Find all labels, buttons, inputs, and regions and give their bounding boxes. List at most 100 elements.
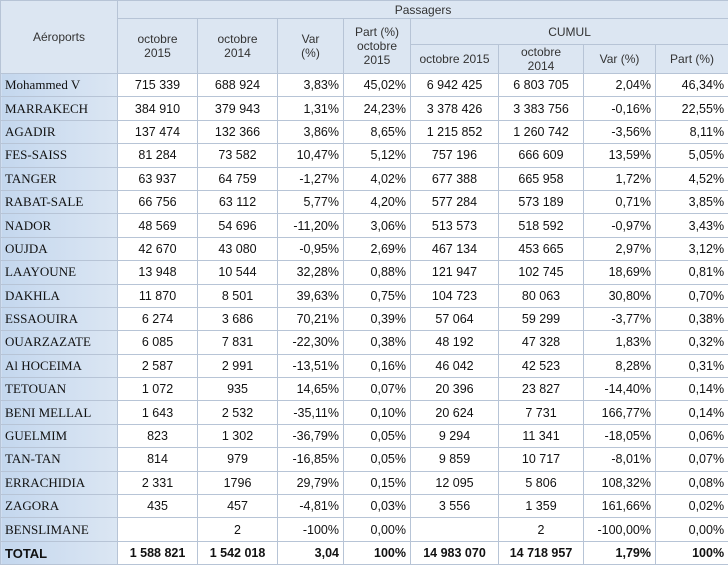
airport-name: FES-SAISS [1, 144, 118, 167]
column-header: octobre 2015 [118, 19, 198, 74]
airport-name: ESSAOUIRA [1, 307, 118, 330]
cell: 4,52% [656, 167, 728, 190]
cell: 5 806 [499, 471, 584, 494]
cell: 1 542 018 [198, 541, 278, 564]
cell: 379 943 [198, 97, 278, 120]
cell: 8,28% [584, 354, 656, 377]
cell: 7 731 [499, 401, 584, 424]
airport-name: LAAYOUNE [1, 261, 118, 284]
column-header: Part (%) octobre 2015 [344, 19, 411, 74]
cell: 8,65% [344, 120, 411, 143]
cell: 6 274 [118, 307, 198, 330]
cell: 0,08% [656, 471, 728, 494]
cell: 573 189 [499, 190, 584, 213]
cell: 1,72% [584, 167, 656, 190]
cell: -11,20% [278, 214, 344, 237]
cell: 81 284 [118, 144, 198, 167]
cell: 30,80% [584, 284, 656, 307]
cell: 3 378 426 [411, 97, 499, 120]
cell: 166,77% [584, 401, 656, 424]
cell: 32,28% [278, 261, 344, 284]
cell: 42 523 [499, 354, 584, 377]
cell: 665 958 [499, 167, 584, 190]
cell: 54 696 [198, 214, 278, 237]
airport-name: OUJDA [1, 237, 118, 260]
cell: 1 588 821 [118, 541, 198, 564]
cell: 715 339 [118, 74, 198, 97]
cell: 0,14% [656, 378, 728, 401]
cell: 0,05% [344, 448, 411, 471]
cell: 1 072 [118, 378, 198, 401]
airport-name: DAKHLA [1, 284, 118, 307]
cell: 1 260 742 [499, 120, 584, 143]
cell: 577 284 [411, 190, 499, 213]
cell: 2 331 [118, 471, 198, 494]
cumul-column-header: Var (%) [584, 45, 656, 74]
cell: 63 937 [118, 167, 198, 190]
cell: 2 587 [118, 354, 198, 377]
cell: 104 723 [411, 284, 499, 307]
cell: 10,47% [278, 144, 344, 167]
cell: 677 388 [411, 167, 499, 190]
cell: 39,63% [278, 284, 344, 307]
cell: 9 294 [411, 424, 499, 447]
cell: 935 [198, 378, 278, 401]
cumul-header: CUMUL [411, 19, 728, 45]
cell: 46,34% [656, 74, 728, 97]
cell: 0,32% [656, 331, 728, 354]
cell: 137 474 [118, 120, 198, 143]
cell: 11 341 [499, 424, 584, 447]
cell: 8 501 [198, 284, 278, 307]
cell: -18,05% [584, 424, 656, 447]
cell: 23 827 [499, 378, 584, 401]
airport-name: AGADIR [1, 120, 118, 143]
cell: 1,79% [584, 541, 656, 564]
cell: 8,11% [656, 120, 728, 143]
cell: 3,04 [278, 541, 344, 564]
cell: 2 991 [198, 354, 278, 377]
cell: 0,15% [344, 471, 411, 494]
cell: 2,97% [584, 237, 656, 260]
passengers-header: Passagers [118, 1, 728, 19]
cell [118, 518, 198, 541]
cell: 457 [198, 495, 278, 518]
cell: 0,88% [344, 261, 411, 284]
cell: 0,16% [344, 354, 411, 377]
cell: 0,38% [344, 331, 411, 354]
cell: 22,55% [656, 97, 728, 120]
cell: 0,38% [656, 307, 728, 330]
cell: -100,00% [584, 518, 656, 541]
airport-name: TOTAL [1, 541, 118, 564]
column-header: Var (%) [278, 19, 344, 74]
cell: 0,05% [344, 424, 411, 447]
cell: -0,95% [278, 237, 344, 260]
cell: 2 532 [198, 401, 278, 424]
cell: 0,14% [656, 401, 728, 424]
cell: 14 983 070 [411, 541, 499, 564]
airport-name: Mohammed V [1, 74, 118, 97]
cell: 435 [118, 495, 198, 518]
cell: 1 215 852 [411, 120, 499, 143]
cell: 7 831 [198, 331, 278, 354]
airport-name: RABAT-SALE [1, 190, 118, 213]
airport-name: MARRAKECH [1, 97, 118, 120]
cell: -14,40% [584, 378, 656, 401]
airport-name: TAN-TAN [1, 448, 118, 471]
cell: -3,56% [584, 120, 656, 143]
airport-name: OUARZAZATE [1, 331, 118, 354]
cell: 80 063 [499, 284, 584, 307]
cell: 24,23% [344, 97, 411, 120]
cell: 518 592 [499, 214, 584, 237]
